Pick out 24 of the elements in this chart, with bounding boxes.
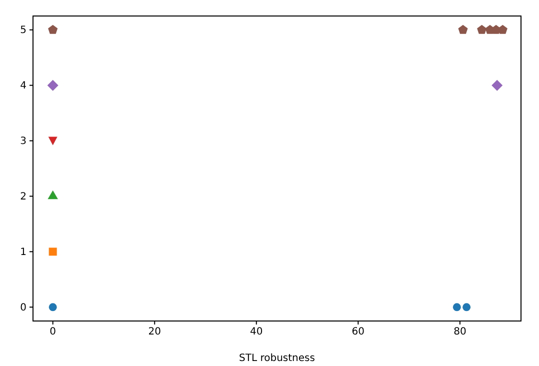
y-tick-label: 0 — [20, 302, 26, 314]
point — [48, 24, 58, 34]
x-tick-label: 40 — [250, 326, 263, 338]
y-tick-label: 1 — [20, 246, 26, 258]
x-tick-label: 20 — [148, 326, 161, 338]
point — [48, 190, 58, 200]
y-tick-label: 2 — [20, 191, 26, 202]
x-axis-title: STL robustness — [239, 353, 315, 364]
y-tick-label: 4 — [20, 80, 26, 92]
point — [458, 24, 468, 34]
y-tick-label: 3 — [20, 136, 26, 147]
point — [492, 80, 503, 91]
point — [48, 136, 58, 146]
point — [48, 303, 57, 312]
x-tick-label: 80 — [454, 326, 466, 338]
x-tick-label: 0 — [50, 326, 56, 338]
point — [498, 24, 508, 34]
point — [47, 80, 58, 91]
point — [452, 303, 461, 312]
x-tick-label: 60 — [352, 326, 365, 338]
point — [477, 24, 487, 34]
point — [48, 248, 57, 256]
point — [462, 303, 471, 312]
y-tick-label: 5 — [20, 25, 26, 36]
